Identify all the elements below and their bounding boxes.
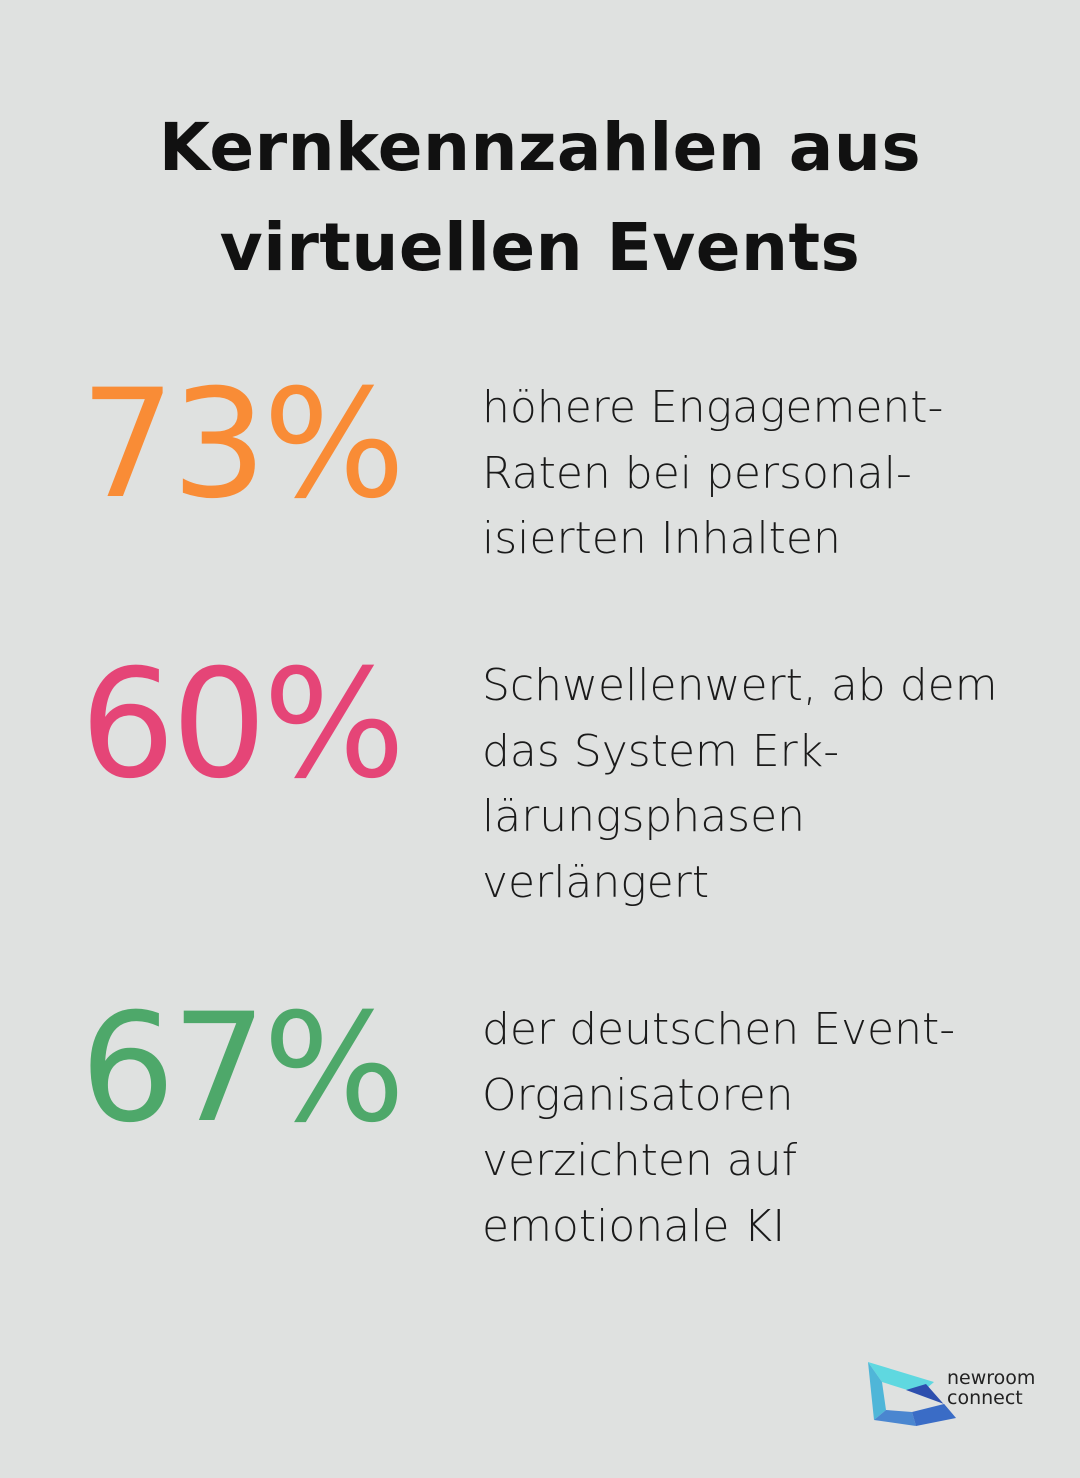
desc-line: der deutschen Event- [482,1004,956,1055]
desc-line: Organisatoren [482,1069,794,1121]
logo-text: newroom connect [947,1368,1035,1408]
stat-description: höhere Engagement- Raten bei personal- i… [482,375,943,572]
stat-description: der deutschen Event- Organisatoren verzi… [482,997,955,1259]
desc-line: lärungsphasen [482,791,806,842]
stat-value: 60% [80,638,405,812]
desc-line: höhere Engagement- [482,382,944,433]
desc-line: das System Erk- [482,725,840,777]
desc-line: verlängert [482,856,710,908]
stat-value: 73% [80,358,405,532]
newroom-connect-logo-icon [868,1362,956,1426]
desc-line: Schwellenwert, ab dem [482,660,998,711]
title-line: virtuellen Events [219,209,861,286]
title-line: Kernkennzahlen aus [158,109,922,186]
desc-line: isierten Inhalten [482,513,841,564]
stat-value: 67% [80,982,405,1156]
stat-description: Schwellenwert, ab dem das System Erk- lä… [482,653,998,915]
desc-line: verzichten auf [482,1135,798,1186]
desc-line: Raten bei personal- [482,447,912,499]
desc-line: emotionale KI [482,1200,786,1252]
logo-line: newroom [947,1367,1036,1389]
logo-line: connect [947,1387,1023,1409]
page-title: Kernkennzahlen aus virtuellen Events [0,98,1080,298]
